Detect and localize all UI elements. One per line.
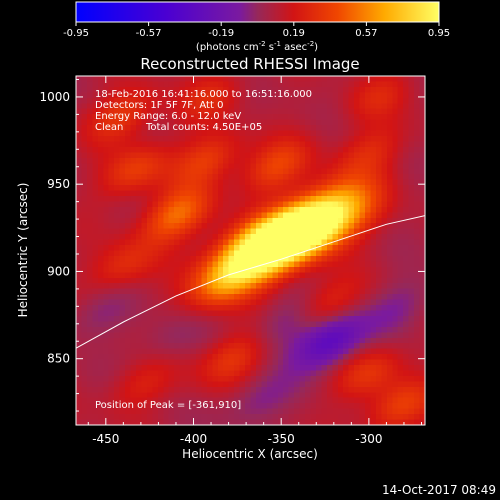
colorbar-ticks: -0.95 -0.57 -0.19 0.19 0.57 0.95 xyxy=(63,22,450,39)
colorbar-tick-label: 0.57 xyxy=(355,28,377,39)
plot-frame xyxy=(75,75,426,426)
colorbar: -0.95 -0.57 -0.19 0.19 0.57 0.95 (photons cm-… xyxy=(63,1,450,53)
y-tick-label: 950 xyxy=(47,177,70,191)
annotation-energy: Energy Range: 6.0 - 12.0 keV xyxy=(95,111,241,122)
annotation-peak-position: Position of Peak = [-361,910] xyxy=(95,400,241,411)
x-tick-label: -350 xyxy=(268,432,295,446)
x-axis-label: Heliocentric X (arcsec) xyxy=(182,447,318,461)
colorbar-tick-label: 0.95 xyxy=(428,28,450,39)
y-ticks: 850 900 950 1000 xyxy=(39,78,425,412)
chart-title: Reconstructed RHESSI Image xyxy=(140,55,359,73)
annotation-time-range: 18-Feb-2016 16:41:16.000 to 16:51:16.000 xyxy=(95,89,312,100)
heatmap-image xyxy=(76,76,425,425)
footer-timestamp: 14-Oct-2017 08:49 xyxy=(382,483,496,497)
colorbar-tick-label: 0.19 xyxy=(283,28,305,39)
annotation-method: Clean xyxy=(95,122,123,133)
plot-area: -450 -400 -350 -300 850 900 950 1000 xyxy=(39,75,426,446)
x-tick-label: -450 xyxy=(92,432,119,446)
colorbar-unit: (photons cm-2 s-1 asec-2) xyxy=(196,40,318,53)
annotation-detectors: Detectors: 1F 5F 7F, Att 0 xyxy=(95,100,223,111)
info-annotations: 18-Feb-2016 16:41:16.000 to 16:51:16.000… xyxy=(95,89,312,411)
colorbar-tick-label: -0.95 xyxy=(63,28,89,39)
x-tick-label: -400 xyxy=(180,432,207,446)
solar-limb-line xyxy=(76,215,425,349)
x-tick-label: -300 xyxy=(355,432,382,446)
annotation-total-counts: Total counts: 4.50E+05 xyxy=(145,122,262,133)
y-tick-label: 850 xyxy=(47,352,70,366)
y-tick-label: 1000 xyxy=(39,90,70,104)
y-axis-label: Heliocentric Y (arcsec) xyxy=(16,183,30,318)
colorbar-tick-label: -0.19 xyxy=(208,28,234,39)
colorbar-tick-label: -0.57 xyxy=(136,28,162,39)
x-ticks: -450 -400 -350 -300 xyxy=(87,76,422,446)
y-tick-label: 900 xyxy=(47,264,70,278)
colorbar-gradient xyxy=(75,1,440,23)
